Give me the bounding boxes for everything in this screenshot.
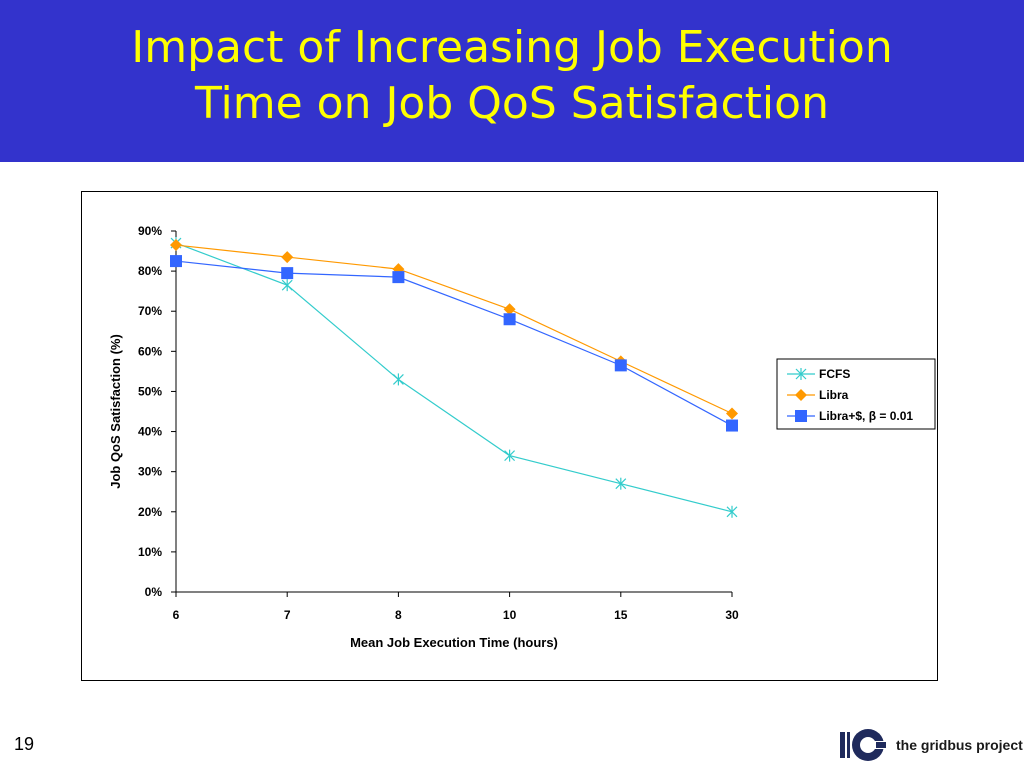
- series-0: [170, 237, 738, 518]
- series-2: [170, 255, 738, 432]
- x-tick-label: 10: [503, 608, 517, 622]
- series-line-1: [175, 244, 733, 415]
- data-point: [615, 477, 627, 490]
- legend: FCFS Libra Libra+$, β = 0.01: [776, 358, 936, 430]
- data-point: [392, 263, 405, 276]
- data-point: [504, 449, 516, 462]
- y-tick-label: 10%: [138, 545, 162, 559]
- data-point: [281, 267, 294, 280]
- slide-title-line-2: Time on Job QoS Satisfaction: [195, 78, 829, 129]
- x-tick-label: 8: [395, 608, 402, 622]
- legend-label: Libra: [819, 388, 849, 402]
- series-layer: [170, 237, 738, 518]
- legend-marker: [795, 389, 807, 401]
- legend-label: Libra+$, β = 0.01: [819, 409, 913, 423]
- legend-item-2: Libra+$, β = 0.01: [787, 409, 913, 423]
- gridbus-logo: the gridbus project: [838, 722, 1024, 768]
- data-point: [281, 279, 293, 292]
- y-tick-label: 90%: [138, 224, 162, 238]
- data-point: [726, 419, 738, 432]
- logo-text: the gridbus project: [896, 737, 1023, 753]
- y-tick-label: 30%: [138, 465, 162, 479]
- legend-marker: [795, 410, 807, 422]
- data-point: [503, 303, 516, 316]
- data-point: [726, 505, 738, 518]
- slide-title: Impact of Increasing Job Execution Time …: [131, 20, 892, 142]
- x-tick-label: 6: [173, 608, 180, 622]
- data-point: [170, 255, 182, 268]
- y-tick-label: 80%: [138, 264, 162, 278]
- series-1: [170, 239, 738, 420]
- line-chart: 0% 10% 20% 30% 40% 50% 60% 70% 80% 90% 6 7 8 10 15 30 Me…: [108, 224, 936, 650]
- data-point: [281, 251, 294, 264]
- legend-item-1: Libra: [787, 388, 849, 402]
- data-point: [392, 271, 405, 284]
- slide-number: 19: [14, 734, 35, 754]
- x-tick-label: 30: [725, 608, 739, 622]
- y-axis-title: Job QoS Satisfaction (%): [108, 334, 123, 489]
- x-tick-label: 15: [614, 608, 628, 622]
- data-point: [392, 373, 404, 386]
- y-tick-label: 20%: [138, 505, 162, 519]
- legend-marker: [795, 368, 807, 380]
- x-tick-label: 7: [284, 608, 291, 622]
- series-line-0: [175, 242, 733, 513]
- y-tick-label: 40%: [138, 425, 162, 439]
- y-tick-label: 70%: [138, 304, 162, 318]
- data-point: [614, 359, 627, 372]
- legend-item-0: FCFS: [787, 367, 850, 381]
- title-band: Impact of Increasing Job Execution Time …: [0, 0, 1024, 162]
- y-tick-label: 50%: [138, 384, 162, 398]
- x-axis-title: Mean Job Execution Time (hours): [350, 635, 558, 650]
- legend-label: FCFS: [819, 367, 850, 381]
- data-point: [503, 313, 516, 326]
- series-line-2: [175, 260, 733, 427]
- data-point: [170, 239, 182, 252]
- gridbus-logo-icon: [840, 729, 888, 761]
- y-tick-label: 60%: [138, 344, 162, 358]
- slide-title-line-1: Impact of Increasing Job Execution: [131, 22, 893, 73]
- data-point: [726, 407, 738, 420]
- chart-frame: 0% 10% 20% 30% 40% 50% 60% 70% 80% 90% 6 7 8 10 15 30 Me…: [81, 191, 938, 681]
- y-tick-label: 0%: [145, 585, 163, 599]
- axes: 0% 10% 20% 30% 40% 50% 60% 70% 80% 90% 6 7 8 10 15 30 Me…: [108, 224, 739, 650]
